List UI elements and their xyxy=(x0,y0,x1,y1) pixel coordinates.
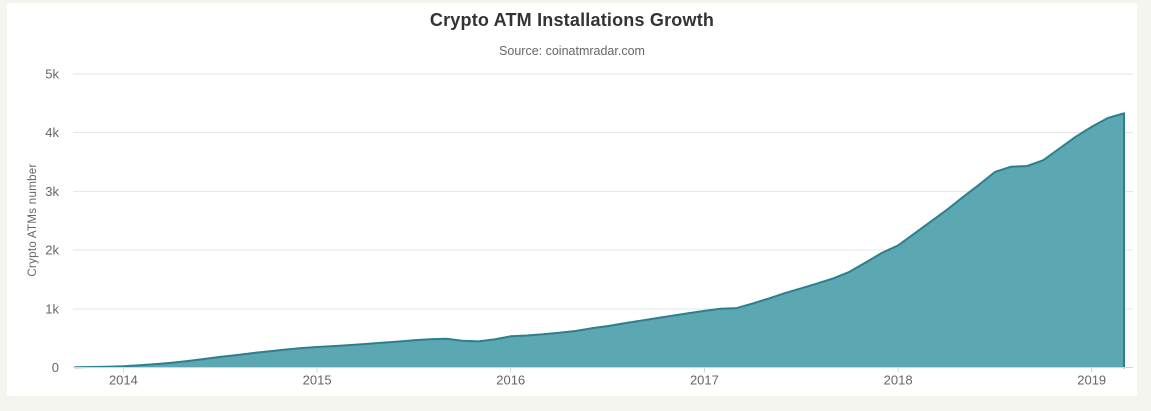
area-series-fill[interactable] xyxy=(75,113,1124,368)
chart-subtitle: Source: coinatmradar.com xyxy=(499,44,645,58)
x-axis-label: 2016 xyxy=(496,373,525,388)
x-axis-label: 2014 xyxy=(109,373,138,388)
y-axis-label: 5k xyxy=(45,67,59,82)
x-axis-label: 2018 xyxy=(884,373,913,388)
y-axis-label: 1k xyxy=(45,301,59,316)
x-axis-label: 2015 xyxy=(303,373,332,388)
chart-title: Crypto ATM Installations Growth xyxy=(429,10,715,30)
y-axis-label: 3k xyxy=(45,184,59,199)
y-axis-label: 0 xyxy=(52,360,59,375)
x-axis-label: 2019 xyxy=(1077,373,1106,388)
y-axis-label: 4k xyxy=(45,125,59,140)
area-series-line xyxy=(74,112,1125,369)
x-axis-label: 2017 xyxy=(690,373,719,388)
y-axis-label: 2k xyxy=(45,243,59,258)
